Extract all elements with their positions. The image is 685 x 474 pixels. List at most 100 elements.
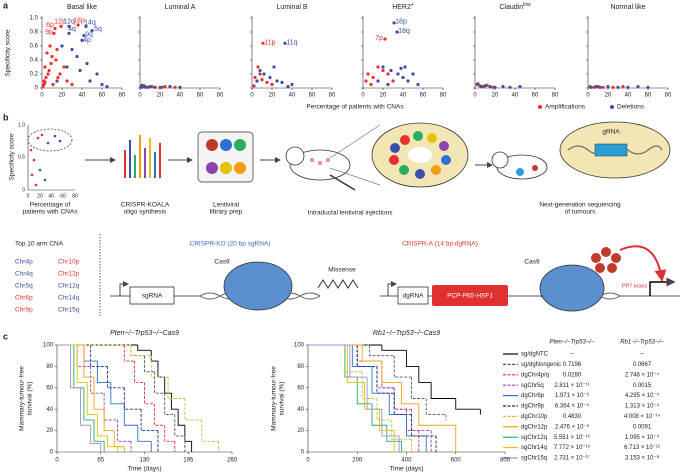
legend-label: sg/dgNongenic — [521, 362, 561, 368]
missense-zigzag — [317, 279, 359, 289]
point — [401, 75, 405, 80]
point — [386, 82, 390, 87]
cna-item: Chr6p — [15, 295, 33, 302]
point — [366, 72, 370, 76]
chart-title: Rb1−/−Trp53−/−Cas9 — [373, 330, 440, 337]
point — [95, 72, 99, 76]
cna-item: Chr15q — [58, 307, 80, 314]
survival-step — [144, 355, 155, 373]
ko-title: CRISPR-KO (20 bp sgRNA) — [190, 241, 271, 248]
point — [621, 85, 625, 89]
survival-step — [401, 382, 419, 405]
tick-label: 40 — [48, 193, 54, 199]
survival-step — [170, 393, 179, 410]
y-tick-label: 100 — [294, 343, 305, 349]
point — [601, 85, 605, 89]
x-tick-label: 60 — [197, 93, 204, 99]
point — [178, 85, 182, 89]
point — [100, 82, 104, 87]
point — [589, 85, 593, 89]
y-tick-label: 0.6 — [30, 44, 39, 50]
point — [52, 31, 56, 35]
survival-step — [430, 382, 456, 399]
x-tick-label: 20 — [269, 93, 276, 99]
y-tick-label: 0.8 — [30, 30, 39, 36]
survival-step — [83, 387, 95, 421]
x-tick-label: 260 — [227, 458, 238, 464]
y-tick-label: 80 — [297, 364, 304, 370]
x-tick-label: 0 — [586, 93, 590, 99]
survival-step — [70, 345, 81, 389]
zoom-line — [329, 124, 381, 159]
p-value: 2.476 × 10⁻⁶ — [555, 423, 590, 430]
mouse — [285, 146, 356, 191]
survival-step — [164, 393, 175, 415]
title-sup: + — [411, 2, 414, 8]
oligos — [124, 135, 161, 178]
missense-label: Missense — [328, 267, 356, 274]
survival-step — [381, 361, 402, 383]
cas9-label: Cas9 — [214, 259, 230, 266]
point — [47, 68, 51, 73]
library-plate — [197, 131, 254, 183]
tick-label: 60 — [60, 193, 66, 199]
p-value: 3.153 × 10⁻⁸ — [625, 455, 660, 462]
legend-label: dgChr6p — [521, 393, 545, 399]
x-tick-label: 0 — [473, 93, 477, 99]
pp7 — [591, 247, 621, 273]
survival-step — [371, 366, 390, 394]
x-tick-label: 40 — [625, 93, 632, 99]
survival-step — [184, 425, 192, 442]
survival-step — [80, 387, 91, 426]
p-value: 2.748 × 10⁻⁴ — [625, 371, 660, 378]
survival-step — [418, 403, 456, 426]
legend-marker — [538, 105, 542, 109]
title-text: HER2 — [392, 4, 411, 11]
point — [258, 68, 262, 73]
point-label: 6p — [46, 22, 54, 29]
point — [85, 61, 89, 66]
cna-item: Chr10p — [58, 259, 80, 266]
point — [140, 85, 144, 89]
x-axis-label: Time (days) — [389, 466, 423, 473]
survival-step — [346, 345, 365, 383]
cna-title: Top 10 arm CNA — [15, 241, 64, 248]
x-tick-label: 60 — [309, 93, 316, 99]
x-tick-label: 60 — [99, 93, 106, 99]
x-tick-label: 60 — [645, 93, 652, 99]
point — [381, 65, 385, 69]
survival-step — [86, 382, 98, 415]
y-axis-label: Mammary-tumour-free — [271, 366, 278, 431]
point — [90, 29, 94, 33]
point — [376, 65, 380, 69]
survival-step — [410, 414, 437, 437]
tick-label: 20 — [37, 193, 43, 199]
survival-step — [93, 377, 105, 410]
p-value: 6.364 × 10⁻⁴ — [555, 403, 590, 410]
survival-step — [167, 377, 185, 399]
p-value: 0.0091 — [633, 424, 652, 430]
survival-step — [123, 345, 135, 362]
loops-label: PP7 loops — [622, 283, 647, 289]
survival-step — [378, 409, 395, 432]
point — [260, 78, 264, 82]
y-tick-label: 20 — [297, 428, 304, 434]
x-axis-label: Time (days) — [127, 466, 161, 473]
survival-step — [393, 387, 407, 410]
step-label: Intraductal lentiviral injections — [308, 210, 394, 217]
y-axis-label: survival (%) — [279, 382, 286, 416]
point-label: 9p — [45, 29, 53, 36]
point-label: 4q — [68, 26, 76, 33]
point-label: 4p — [83, 37, 91, 44]
point — [256, 65, 260, 69]
chart-title: Normal like — [610, 4, 645, 11]
survival-step — [130, 345, 152, 357]
point — [389, 68, 393, 73]
x-tick-label: 80 — [217, 93, 224, 99]
point — [148, 85, 152, 89]
point-label: 7p — [375, 35, 383, 42]
dgrna-box — [397, 286, 429, 305]
title-text: Basal like — [67, 4, 97, 11]
point — [508, 85, 512, 89]
legend-label: sgChr5q — [521, 383, 544, 389]
